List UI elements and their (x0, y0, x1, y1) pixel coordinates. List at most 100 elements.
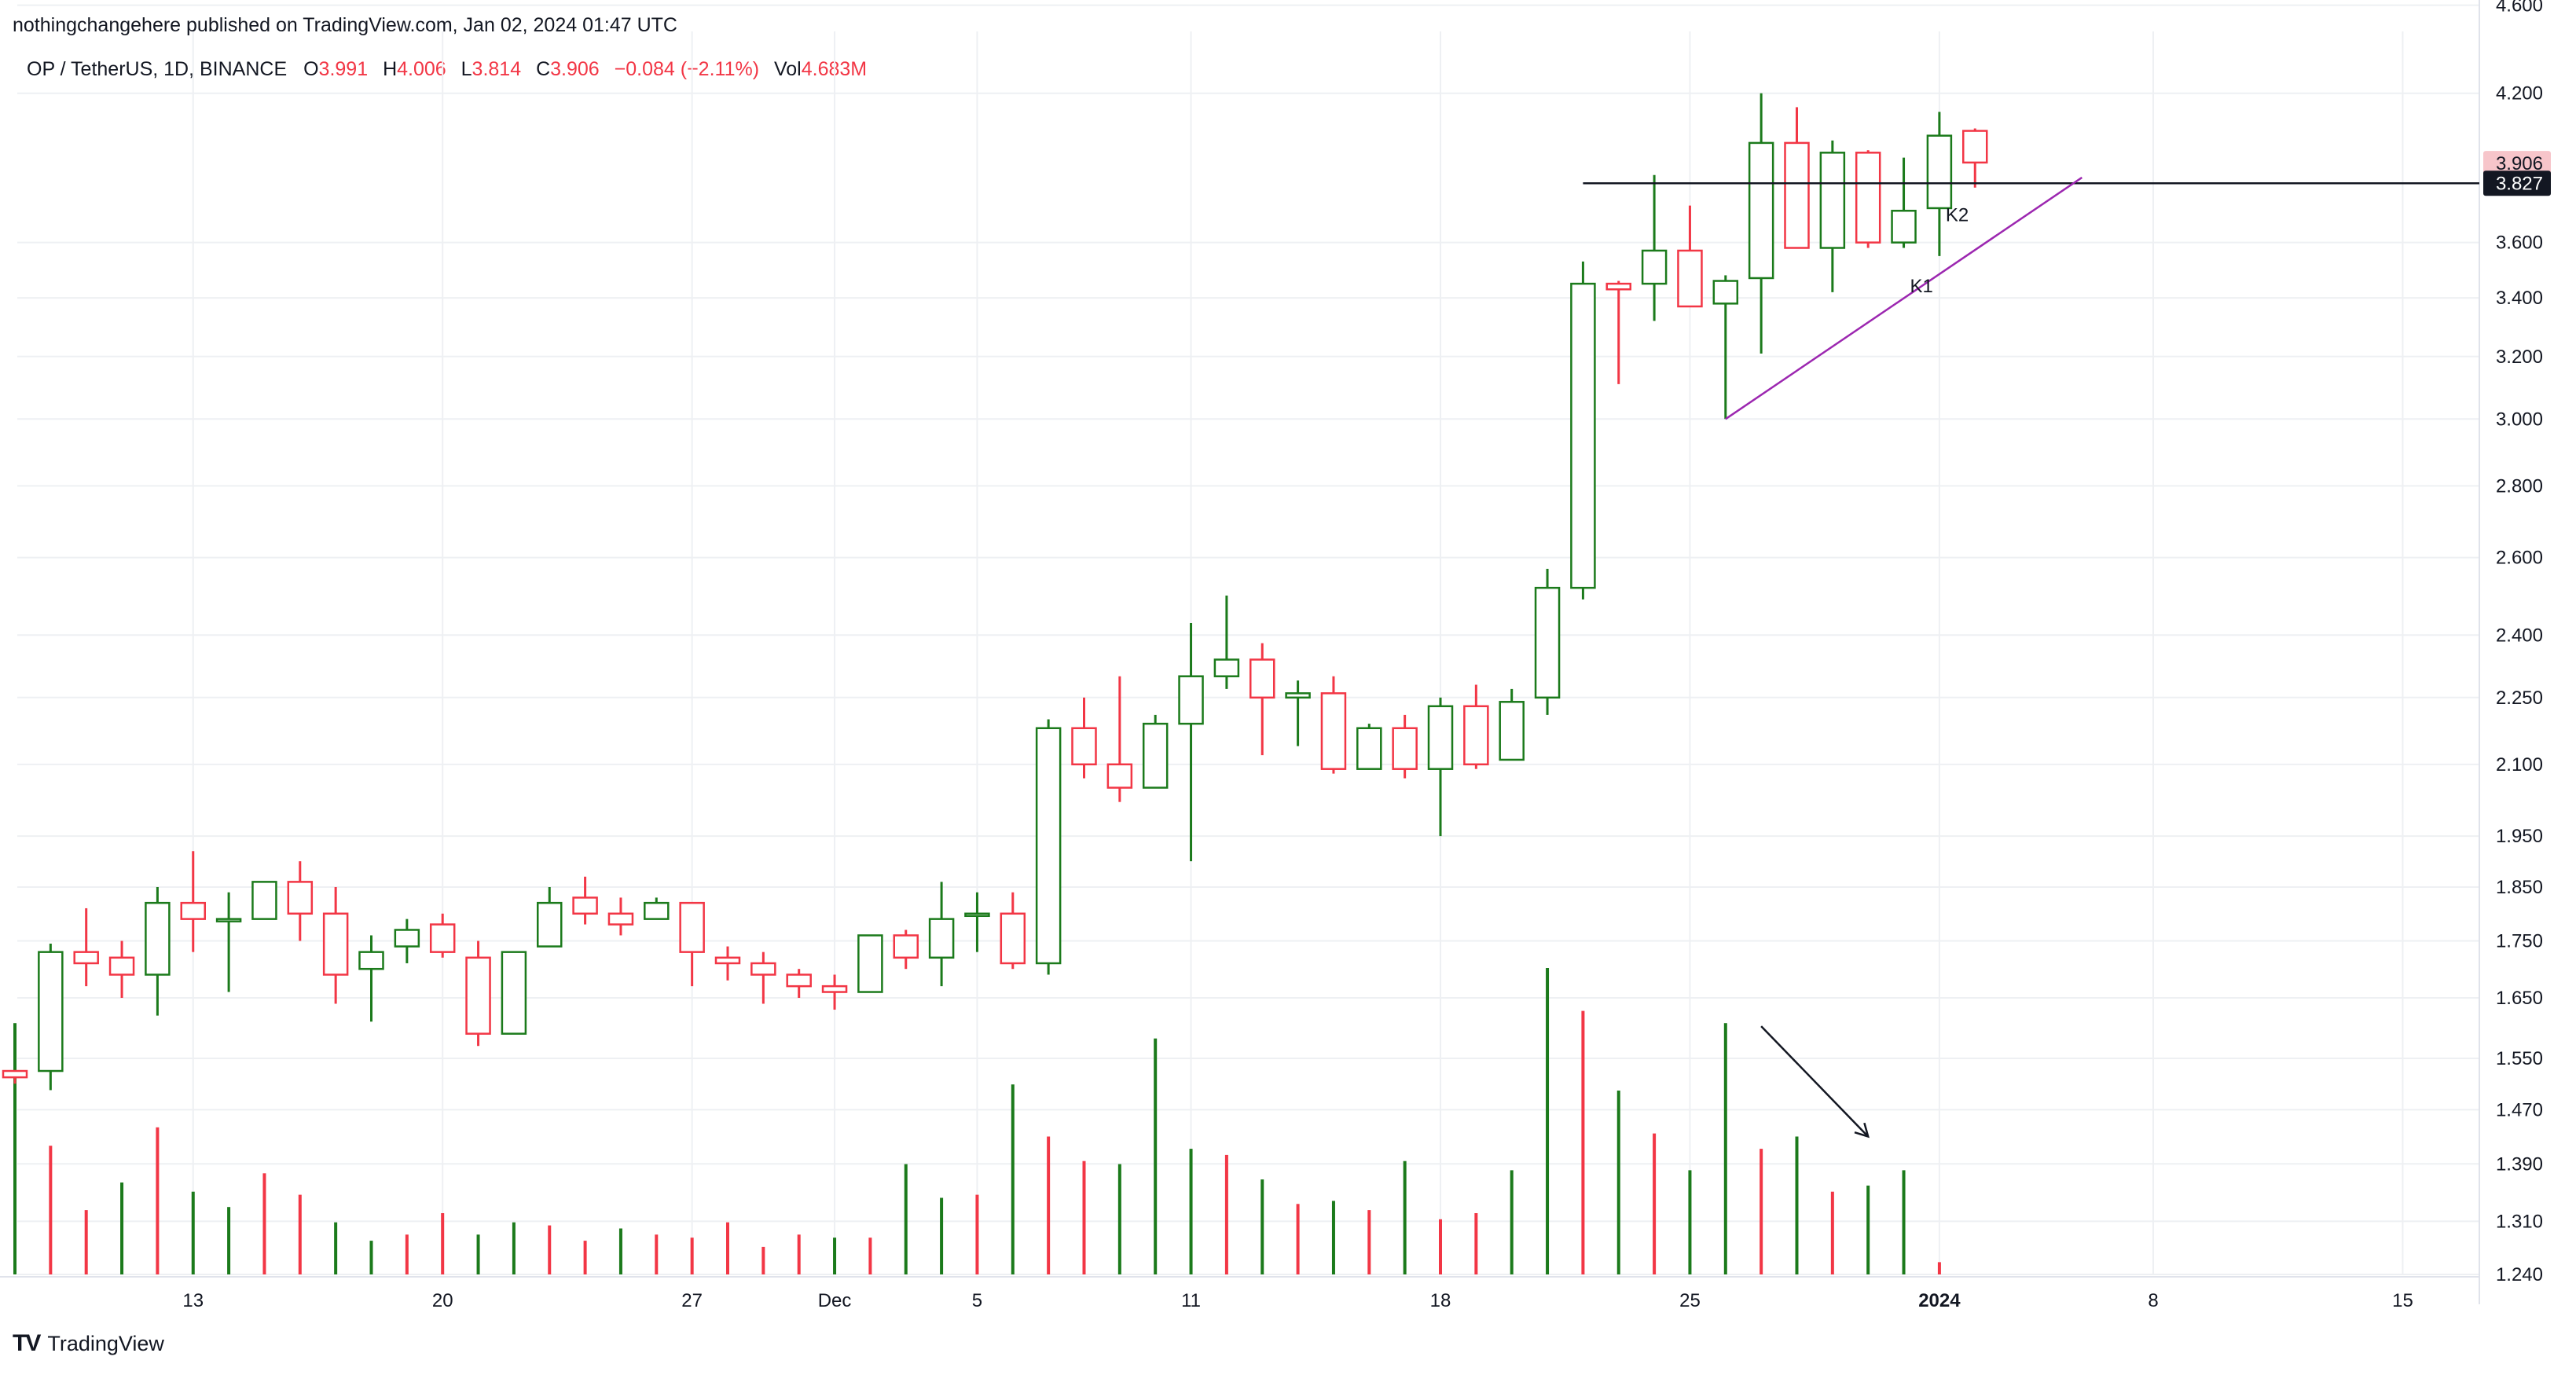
candle (38, 944, 64, 1091)
candle-body (821, 984, 848, 993)
candle (964, 892, 990, 952)
candle-body (322, 912, 349, 976)
price-chart[interactable]: K2 K1 4.600 4.200 3.600 3.400 3.200 3.000 2.800 2… (0, 0, 2576, 1328)
volume-bar (1830, 1191, 1834, 1274)
candle-body (1926, 134, 1953, 210)
tv-logo-icon: TV (13, 1330, 41, 1356)
y-tick-label: 1.240 (2496, 1264, 2543, 1285)
volume-bar (1795, 1136, 1799, 1274)
open-value: 3.991 (318, 58, 369, 80)
candle-body (394, 929, 420, 948)
candle-body (145, 901, 171, 976)
x-tick-label: 11 (1181, 1290, 1201, 1311)
x-tick-label: 25 (1679, 1290, 1701, 1311)
candle-body (1035, 727, 1062, 965)
x-tick-label: 13 (182, 1290, 204, 1311)
y-tick-label: 2.400 (2496, 625, 2543, 646)
candle (358, 935, 384, 1022)
y-tick-label: 3.400 (2496, 288, 2543, 309)
volume-bar (726, 1222, 729, 1274)
volume-bar (690, 1238, 694, 1274)
candle (287, 861, 314, 941)
volume-bar (298, 1194, 302, 1274)
volume-bar (120, 1182, 124, 1274)
candle-body (964, 912, 990, 918)
candle-body (679, 901, 705, 953)
candle (928, 882, 955, 987)
y-tick-label: 1.950 (2496, 826, 2543, 847)
volume-label: Vol (773, 58, 802, 80)
candle-body (1392, 727, 1418, 770)
candle-body (38, 951, 64, 1072)
symbol-label[interactable]: OP / TetherUS, 1D, BINANCE (27, 58, 288, 80)
change-value: −0.084 (−2.11%) (614, 58, 760, 80)
candle-body (108, 956, 135, 976)
last-price-badge (2483, 151, 2551, 177)
volume-bar (1937, 1262, 1941, 1274)
candle (750, 952, 776, 1004)
volume-bar (904, 1164, 908, 1274)
candle (108, 940, 135, 998)
candle-body (857, 934, 883, 993)
candle-body (1641, 249, 1668, 285)
candle-body (1784, 141, 1810, 249)
candle (786, 969, 812, 998)
arrow-head (1854, 1122, 1870, 1138)
volume-bar (1723, 1023, 1727, 1274)
y-tick-label: 2.100 (2496, 754, 2543, 776)
y-tick-label: 1.310 (2496, 1211, 2543, 1232)
candle-body (465, 956, 491, 1035)
line-price-label: 3.827 (2496, 173, 2543, 194)
volume-bar (975, 1194, 979, 1274)
close-label: C (536, 58, 551, 80)
volume-bar (1510, 1170, 1514, 1274)
candle (572, 876, 598, 925)
candle-body (1285, 692, 1311, 699)
y-tick-label: 3.200 (2496, 346, 2543, 368)
brand[interactable]: TV TradingView (13, 1330, 164, 1357)
candle-body (893, 934, 919, 959)
volume-bar (512, 1222, 516, 1274)
candle-body (786, 974, 812, 988)
candle-body (714, 956, 741, 965)
candle (1035, 719, 1062, 975)
candle-body (1819, 152, 1846, 249)
candle-body (1071, 727, 1097, 766)
volume-bar (797, 1234, 801, 1274)
y-tick-label: 1.650 (2496, 988, 2543, 1009)
y-tick-label: 2.600 (2496, 548, 2543, 569)
volume-bar (334, 1222, 338, 1274)
candle (1213, 595, 1240, 689)
candle-body (180, 901, 206, 920)
candle-body (1427, 705, 1454, 770)
candle (145, 887, 171, 1016)
candle-body (1249, 658, 1275, 699)
volume-bar (13, 1023, 17, 1274)
brand-name: TradingView (47, 1331, 164, 1355)
candle-body (1106, 763, 1133, 789)
volume-bar (1331, 1201, 1335, 1274)
candle-body (1962, 130, 1988, 164)
candle (465, 940, 491, 1047)
candle (1748, 93, 1774, 354)
x-tick-label: 15 (2392, 1290, 2413, 1311)
candle-body (1605, 282, 1631, 291)
candle (1677, 205, 1703, 308)
volume-bar (1047, 1136, 1051, 1274)
candle (1463, 684, 1489, 769)
y-tick-label: 4.200 (2496, 83, 2543, 104)
x-tick-label: 18 (1430, 1290, 1451, 1311)
ohlc-legend: OP / TetherUS, 1D, BINANCE O3.991 H4.006… (27, 58, 876, 81)
volume-bar (1117, 1164, 1121, 1274)
volume-bar (1260, 1179, 1264, 1274)
candle-body (750, 962, 776, 976)
candle (1178, 622, 1204, 862)
candle-body (215, 918, 242, 922)
candle-body (287, 881, 314, 915)
candle (1106, 676, 1133, 802)
candle-body (1000, 912, 1026, 965)
annotation-label-k2: K2 (1946, 205, 1969, 226)
y-tick-label: 1.470 (2496, 1099, 2543, 1120)
y-tick-label: 3.000 (2496, 409, 2543, 430)
volume-bar (1154, 1038, 1158, 1274)
